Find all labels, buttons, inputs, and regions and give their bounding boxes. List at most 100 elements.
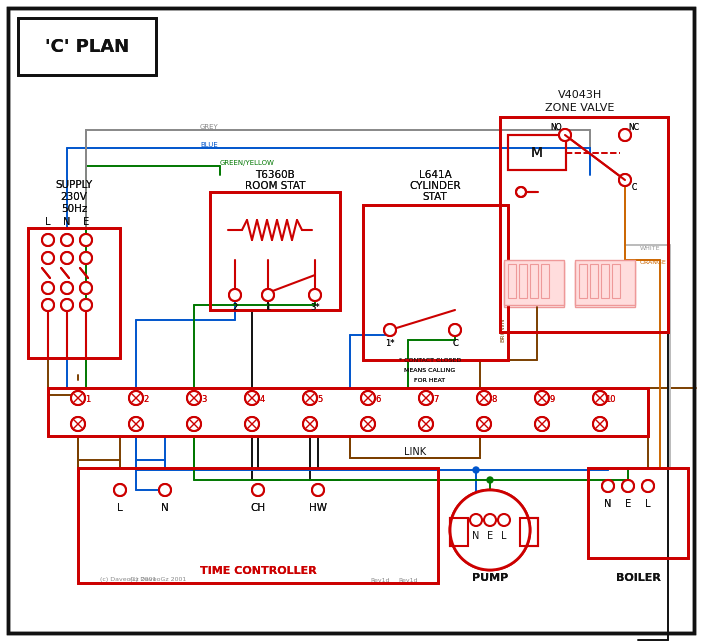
Circle shape bbox=[470, 514, 482, 526]
Circle shape bbox=[477, 417, 491, 431]
Text: 10: 10 bbox=[604, 394, 615, 403]
Text: L: L bbox=[117, 503, 123, 513]
Bar bbox=[28, 228, 120, 358]
Bar bbox=[612, 264, 620, 298]
Circle shape bbox=[535, 417, 549, 431]
Circle shape bbox=[42, 299, 54, 311]
Bar bbox=[519, 266, 527, 300]
Bar bbox=[363, 205, 508, 360]
Circle shape bbox=[187, 417, 201, 431]
Circle shape bbox=[71, 391, 85, 405]
Circle shape bbox=[470, 514, 482, 526]
Text: L: L bbox=[645, 499, 651, 509]
Text: BLUE: BLUE bbox=[200, 142, 218, 148]
Text: ORANGE: ORANGE bbox=[640, 260, 667, 265]
Text: 1*: 1* bbox=[385, 338, 395, 347]
Bar bbox=[579, 266, 587, 300]
Circle shape bbox=[361, 391, 375, 405]
Text: 5: 5 bbox=[317, 394, 323, 403]
Text: L641A: L641A bbox=[418, 170, 451, 180]
Circle shape bbox=[593, 417, 607, 431]
Text: L: L bbox=[501, 531, 507, 541]
Text: 8: 8 bbox=[491, 394, 497, 403]
Circle shape bbox=[42, 234, 54, 246]
Text: E: E bbox=[487, 531, 493, 541]
Circle shape bbox=[419, 391, 433, 405]
Bar bbox=[601, 266, 609, 300]
Text: STAT: STAT bbox=[423, 192, 447, 202]
Circle shape bbox=[593, 391, 607, 405]
Text: 4: 4 bbox=[259, 394, 265, 403]
Circle shape bbox=[80, 282, 92, 294]
Text: BROWN: BROWN bbox=[501, 318, 505, 342]
Circle shape bbox=[114, 484, 126, 496]
Circle shape bbox=[80, 234, 92, 246]
Circle shape bbox=[42, 282, 54, 294]
Bar bbox=[500, 117, 668, 332]
Text: SUPPLY: SUPPLY bbox=[55, 180, 93, 190]
Circle shape bbox=[262, 289, 274, 301]
Circle shape bbox=[309, 289, 321, 301]
Circle shape bbox=[477, 417, 491, 431]
Circle shape bbox=[61, 299, 73, 311]
Circle shape bbox=[384, 324, 396, 336]
Text: L: L bbox=[501, 530, 507, 540]
Circle shape bbox=[559, 129, 571, 141]
Circle shape bbox=[61, 234, 73, 246]
Bar bbox=[575, 260, 635, 305]
Circle shape bbox=[252, 484, 264, 496]
Text: CYLINDER: CYLINDER bbox=[409, 181, 461, 191]
Circle shape bbox=[303, 417, 317, 431]
Text: PUMP: PUMP bbox=[472, 573, 508, 583]
Circle shape bbox=[159, 484, 171, 496]
Text: C: C bbox=[452, 338, 458, 347]
Text: E: E bbox=[83, 217, 89, 227]
Text: 3*: 3* bbox=[310, 303, 320, 313]
Bar bbox=[450, 518, 468, 546]
Circle shape bbox=[498, 514, 510, 526]
Text: T6360B: T6360B bbox=[255, 170, 295, 180]
Circle shape bbox=[187, 391, 201, 405]
Text: 50Hz: 50Hz bbox=[61, 204, 87, 214]
Text: CH: CH bbox=[251, 503, 265, 513]
Text: CYLINDER: CYLINDER bbox=[409, 181, 461, 191]
Circle shape bbox=[477, 391, 491, 405]
Circle shape bbox=[487, 477, 493, 483]
Circle shape bbox=[61, 299, 73, 311]
Circle shape bbox=[245, 417, 259, 431]
Bar bbox=[541, 266, 549, 300]
Text: NO: NO bbox=[550, 122, 562, 131]
Bar bbox=[500, 117, 668, 332]
Text: E: E bbox=[625, 499, 631, 509]
Text: N: N bbox=[604, 499, 611, 509]
Circle shape bbox=[187, 417, 201, 431]
Text: E: E bbox=[83, 217, 89, 227]
Circle shape bbox=[42, 282, 54, 294]
Circle shape bbox=[449, 324, 461, 336]
Bar bbox=[504, 260, 564, 305]
Bar bbox=[210, 192, 340, 310]
Circle shape bbox=[262, 289, 274, 301]
Text: L: L bbox=[117, 503, 123, 513]
Circle shape bbox=[312, 484, 324, 496]
Circle shape bbox=[61, 234, 73, 246]
Text: TIME CONTROLLER: TIME CONTROLLER bbox=[199, 566, 317, 576]
Text: 2: 2 bbox=[232, 303, 237, 313]
Bar bbox=[612, 266, 620, 300]
Text: L: L bbox=[45, 217, 51, 227]
Bar bbox=[530, 266, 538, 300]
Circle shape bbox=[419, 417, 433, 431]
Text: MEANS CALLING: MEANS CALLING bbox=[404, 367, 456, 372]
Text: 50Hz: 50Hz bbox=[61, 204, 87, 214]
Text: ZONE VALVE: ZONE VALVE bbox=[545, 103, 615, 113]
Bar bbox=[78, 468, 438, 583]
Circle shape bbox=[42, 299, 54, 311]
Text: * CONTACT CLOSED: * CONTACT CLOSED bbox=[399, 358, 461, 363]
Text: 1: 1 bbox=[86, 394, 91, 403]
Text: 'C' PLAN: 'C' PLAN bbox=[45, 38, 129, 56]
Circle shape bbox=[419, 417, 433, 431]
Text: C: C bbox=[452, 340, 458, 349]
Text: 7: 7 bbox=[433, 394, 439, 403]
Text: N: N bbox=[63, 217, 71, 227]
Circle shape bbox=[450, 490, 530, 570]
